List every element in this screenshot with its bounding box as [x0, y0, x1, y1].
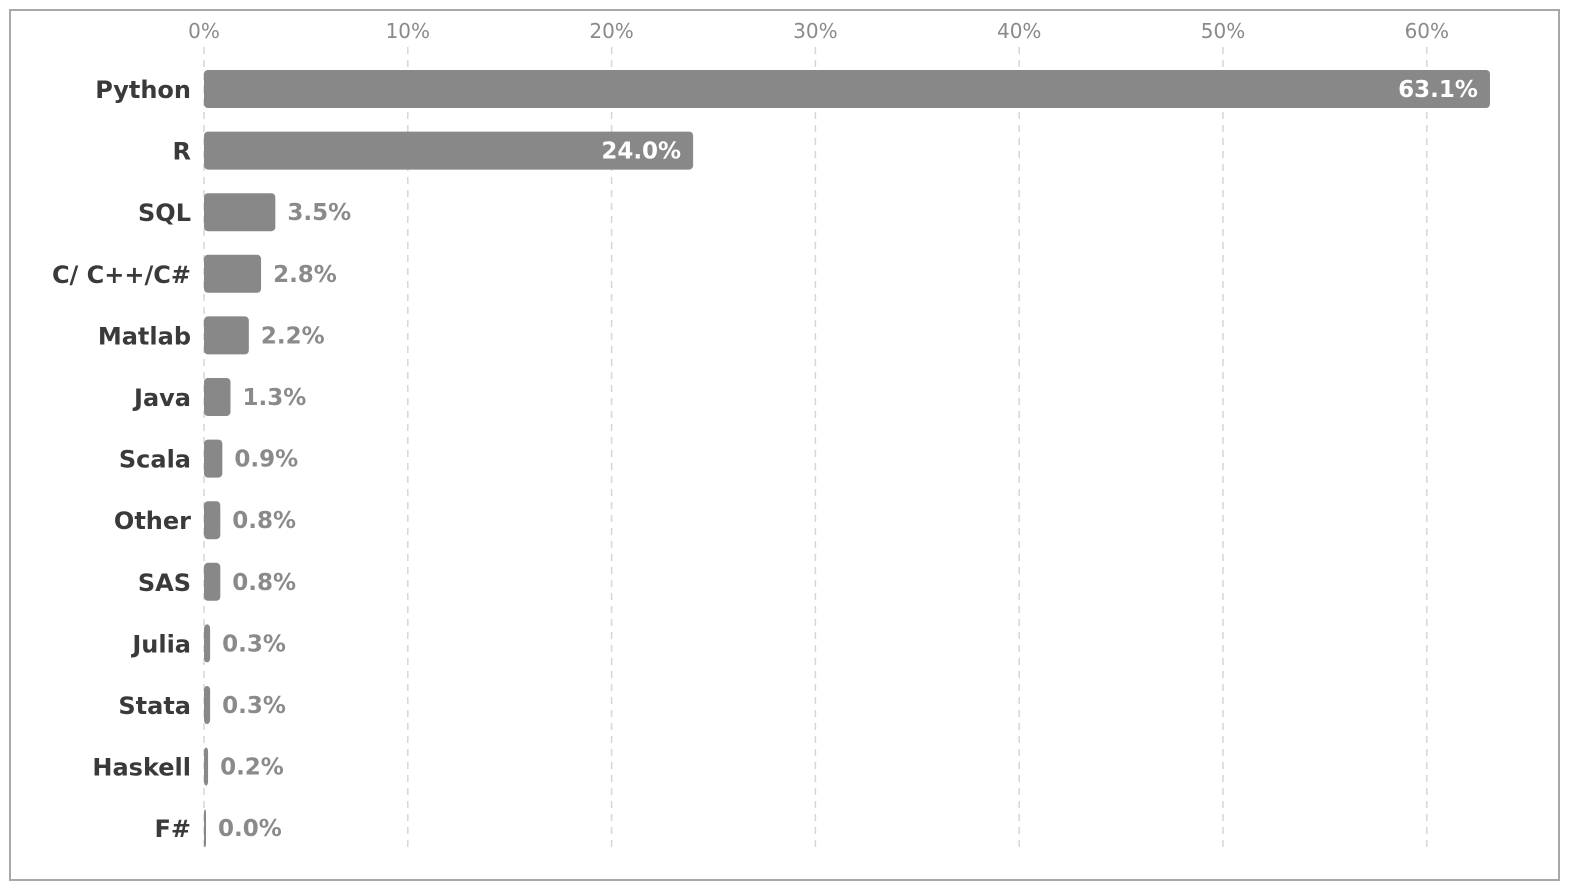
- value-label: 0.3%: [222, 693, 286, 719]
- value-label: 2.2%: [261, 323, 325, 349]
- category-label: C/ C++/C#: [52, 261, 191, 289]
- bar-r: [204, 131, 694, 170]
- value-label: 0.2%: [220, 755, 284, 781]
- grid-layer: [203, 47, 1428, 848]
- bar-stata: [204, 686, 211, 724]
- category-label: F#: [154, 815, 191, 843]
- value-label: 0.8%: [232, 508, 296, 534]
- category-label: Python: [95, 76, 191, 104]
- value-label: 2.8%: [273, 262, 337, 288]
- bar-other: [204, 501, 221, 540]
- bar-sql: [204, 193, 276, 232]
- category-label: Matlab: [98, 322, 191, 350]
- category-label: SQL: [138, 199, 191, 227]
- x-tick-label: 0%: [188, 19, 220, 43]
- value-labels: 63.1% 24.0% 3.5% 2.8% 2.2% 1.3% 0.9% 0.8% 0.8% 0.…: [218, 77, 1478, 842]
- bar-julia: [204, 624, 211, 663]
- category-label: Java: [132, 384, 191, 412]
- x-tick-label: 30%: [793, 19, 837, 43]
- bars: [204, 70, 1490, 848]
- bar-java: [204, 378, 231, 416]
- x-tick-label: 60%: [1405, 19, 1449, 43]
- value-label: 0.9%: [234, 447, 298, 473]
- bar-c-c-c: [204, 254, 262, 293]
- value-label: 3.5%: [287, 200, 351, 226]
- bar-f: [204, 809, 206, 848]
- bar-python: [204, 70, 1490, 108]
- bar-haskell: [204, 747, 209, 786]
- category-labels: Python R SQL C/ C++/C# Matlab Java Scala Other S…: [52, 76, 191, 843]
- category-label: SAS: [138, 569, 191, 597]
- value-label: 0.3%: [222, 631, 286, 657]
- category-label: Other: [114, 507, 191, 535]
- value-label: 0.8%: [232, 570, 296, 596]
- category-label: R: [173, 138, 191, 166]
- category-label: Haskell: [92, 754, 191, 782]
- value-label: 1.3%: [242, 385, 306, 411]
- category-label: Scala: [119, 446, 191, 474]
- value-label: 24.0%: [601, 139, 681, 165]
- value-label: 63.1%: [1398, 77, 1478, 103]
- x-tick-label: 40%: [997, 19, 1041, 43]
- category-label: Julia: [130, 630, 191, 658]
- x-tick-label: 10%: [386, 19, 430, 43]
- bar-scala: [204, 439, 223, 478]
- bar-sas: [204, 562, 221, 601]
- x-tick-label: 50%: [1201, 19, 1245, 43]
- value-label: 0.0%: [218, 816, 282, 842]
- bar-matlab: [204, 316, 249, 355]
- x-axis-ticks: 0% 10% 20% 30% 40% 50% 60%: [188, 19, 1449, 43]
- x-tick-label: 20%: [589, 19, 633, 43]
- category-label: Stata: [118, 692, 191, 720]
